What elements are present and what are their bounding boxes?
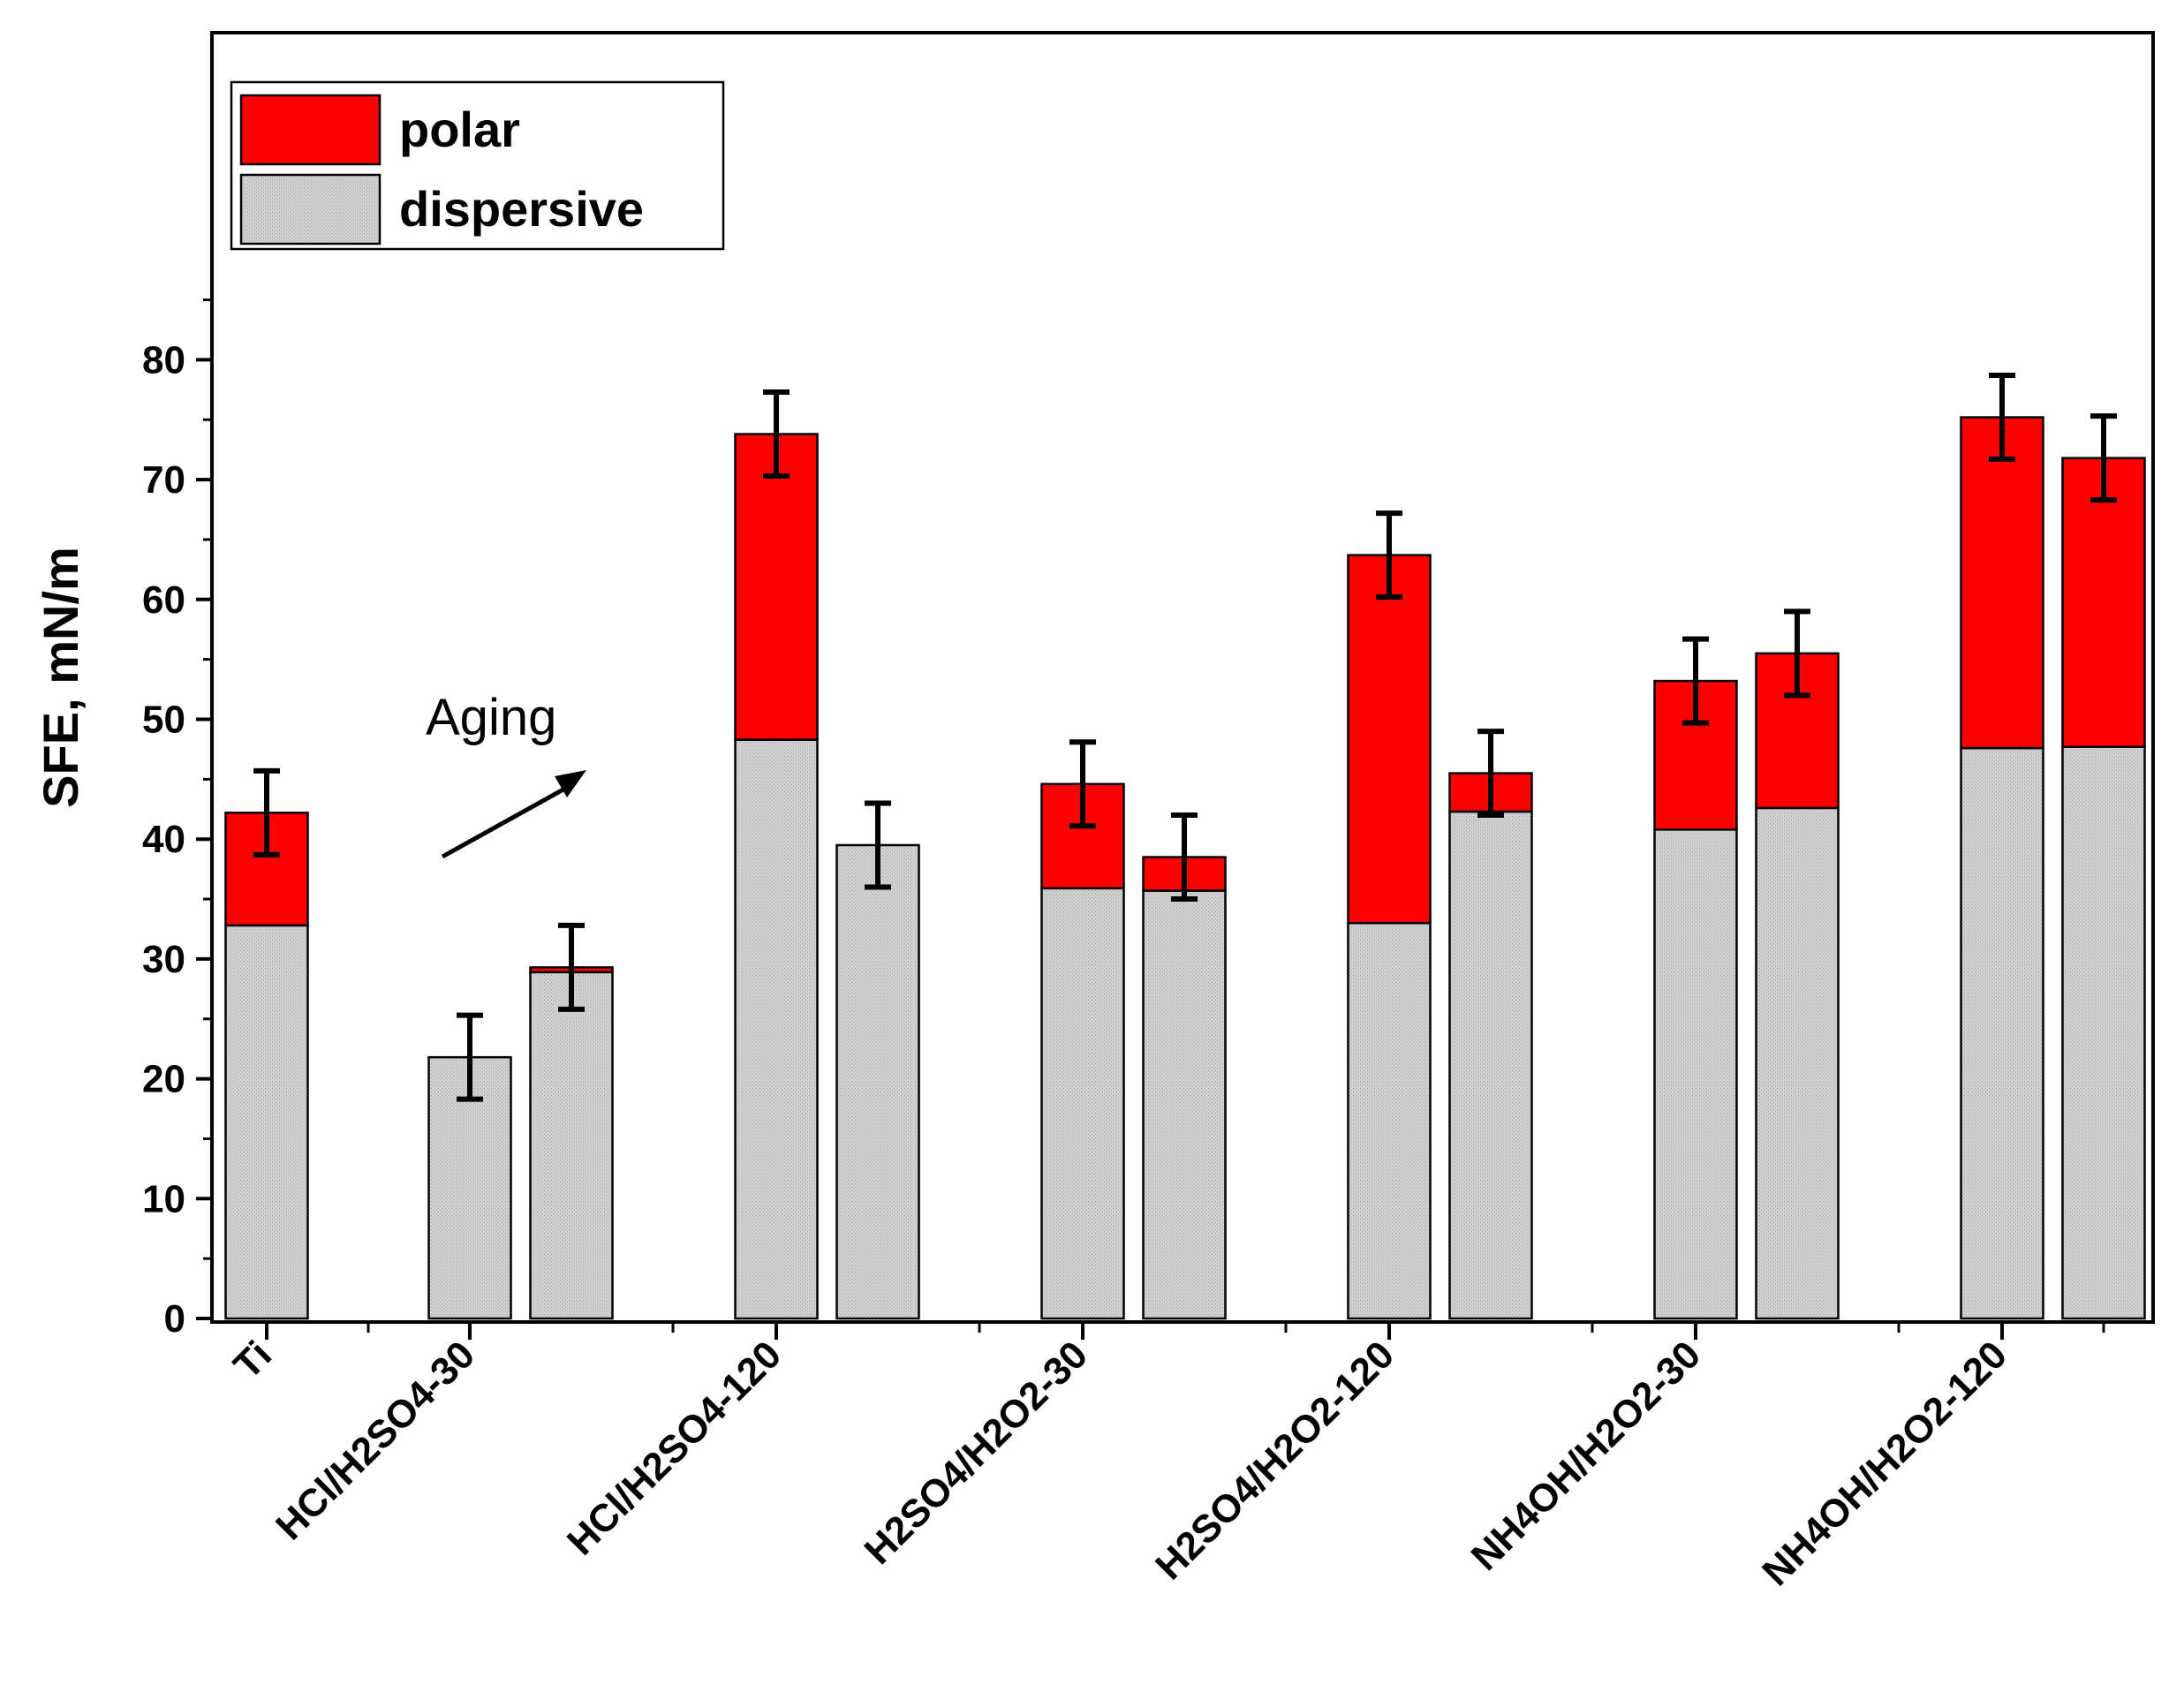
legend-swatch-dispersive <box>239 173 382 246</box>
bar-polar <box>1960 416 2044 750</box>
x-tick-label: NH4OH/H2O2-30 <box>1463 1333 1709 1578</box>
aging-annotation-text: Aging <box>426 689 556 746</box>
bar-dispersive <box>1040 887 1125 1320</box>
bar-dispersive <box>1448 810 1533 1320</box>
bar-polar <box>1653 679 1738 831</box>
y-tick-label: 50 <box>142 699 185 742</box>
y-axis-label: SFE, mN/m <box>33 547 88 808</box>
bar-polar <box>1347 554 1432 925</box>
error-bars-layer <box>253 373 2117 1102</box>
y-tick-label: 40 <box>142 818 185 861</box>
bar-dispersive <box>1347 921 1432 1320</box>
aging-arrow-shaft <box>441 783 571 859</box>
plot-area-frame <box>210 31 2155 1324</box>
y-tick-label: 30 <box>142 938 185 981</box>
bar-dispersive <box>734 738 819 1320</box>
bar-dispersive <box>224 924 309 1320</box>
x-tick-label: H2SO4/H2O2-30 <box>856 1333 1096 1573</box>
y-tick-label: 70 <box>142 458 185 502</box>
x-tick-label: H2SO4/H2O2-120 <box>1147 1333 1402 1588</box>
aging-arrow-head <box>555 770 586 797</box>
bar-dispersive <box>1142 889 1227 1320</box>
y-tick-label: 0 <box>164 1297 185 1341</box>
legend-label-dispersive: dispersive <box>399 181 644 237</box>
bar-polar <box>2061 457 2146 748</box>
bar-dispersive <box>835 843 920 1320</box>
x-tick-label: Ti <box>225 1333 280 1387</box>
bar-dispersive <box>1960 746 2044 1320</box>
y-tick-labels: 0 10 20 30 40 50 60 70 80 <box>142 338 185 1341</box>
legend-swatch-polar <box>239 94 382 166</box>
aging-annotation: Aging <box>426 689 586 859</box>
legend: polar dispersive <box>230 80 725 251</box>
bar-dispersive <box>1755 806 1840 1320</box>
x-tick-label: HCl/H2SO4-30 <box>268 1333 483 1548</box>
x-tick-label: HCl/H2SO4-120 <box>559 1333 790 1563</box>
y-tick-label: 20 <box>142 1058 185 1101</box>
legend-label-polar: polar <box>399 102 520 157</box>
bar-dispersive <box>2061 745 2146 1320</box>
bar-dispersive <box>529 971 614 1320</box>
x-tick-label: NH4OH/H2O2-120 <box>1754 1333 2015 1594</box>
bar-polar <box>734 433 819 741</box>
y-tick-label: 10 <box>142 1177 185 1220</box>
y-tick-label: 60 <box>142 578 185 622</box>
bar-dispersive <box>1653 828 1738 1320</box>
axis-ticks <box>196 298 2105 1340</box>
y-tick-label: 80 <box>142 338 185 382</box>
